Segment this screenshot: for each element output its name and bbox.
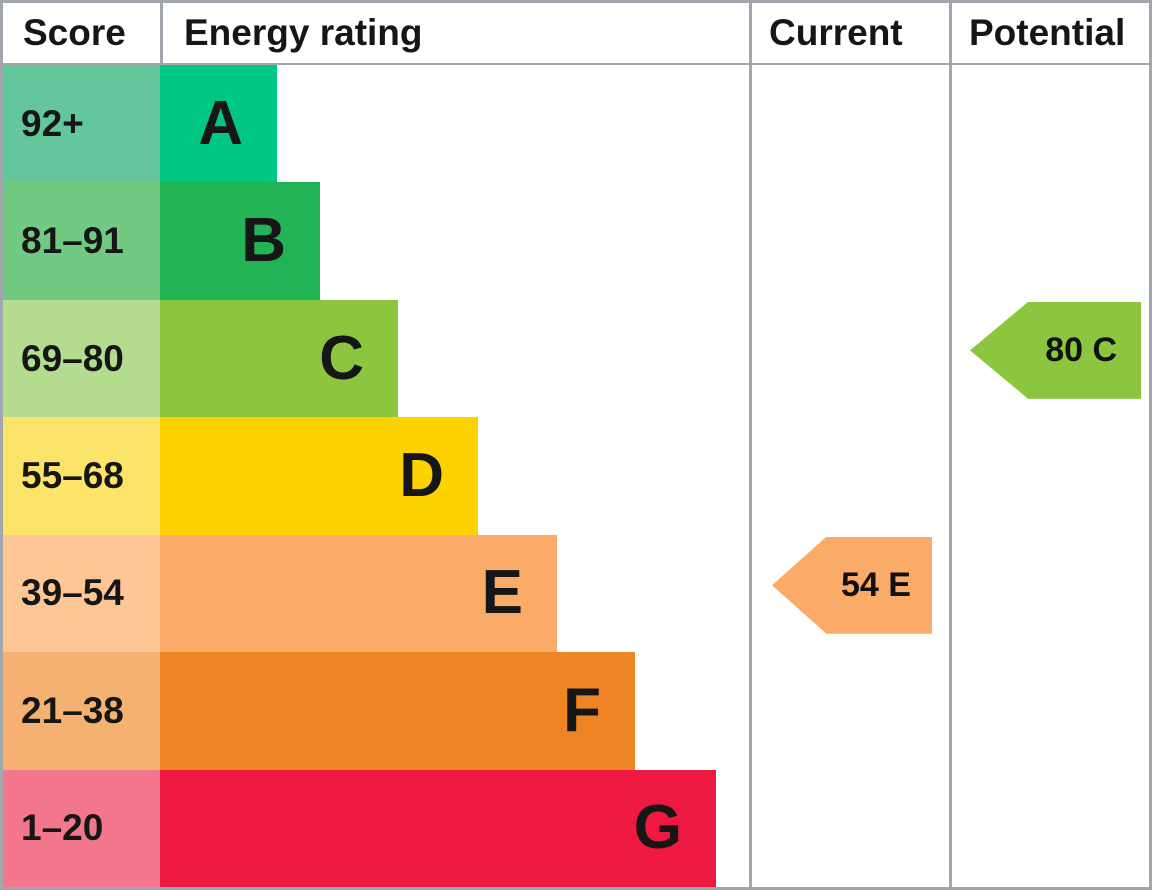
band-b-bar: B [160, 182, 320, 300]
band-row-e: 39–54 E [3, 534, 1149, 653]
band-row-b: 81–91 B [3, 182, 1149, 300]
band-d-score-label: 55–68 [21, 454, 124, 496]
band-d-bar: D [160, 417, 478, 535]
band-a-score-cell: 92+ [3, 65, 160, 183]
band-g-bar: G [160, 769, 716, 887]
band-b-score-label: 81–91 [21, 220, 124, 262]
band-row-d: 55–68 D [3, 417, 1149, 535]
current-column-header: Current [769, 12, 903, 53]
band-g-score-cell: 1–20 [3, 769, 160, 887]
header-rule [3, 63, 1149, 65]
band-d-letter: D [399, 440, 444, 510]
band-g-score-label: 1–20 [21, 807, 104, 849]
current-column-rule [749, 3, 752, 887]
potential-column-header: Potential [969, 12, 1126, 53]
band-e-bar: E [160, 534, 557, 653]
band-g-letter: G [633, 793, 682, 863]
score-column-header: Score [23, 12, 126, 53]
band-b-score-cell: 81–91 [3, 182, 160, 300]
band-e-score-label: 39–54 [21, 572, 124, 614]
band-f-score-cell: 21–38 [3, 652, 160, 770]
band-f-letter: F [563, 675, 601, 745]
band-row-g: 1–20 G [3, 769, 1149, 887]
band-c-score-label: 69–80 [21, 337, 124, 379]
band-c-letter: C [319, 323, 364, 393]
band-row-c: 69–80 C [3, 299, 1149, 418]
energy-rating-column-header: Energy rating [184, 12, 423, 53]
band-f-bar: F [160, 652, 635, 770]
band-a-letter: A [198, 88, 243, 158]
band-a-score-label: 92+ [21, 102, 84, 144]
band-a-bar: A [160, 65, 277, 183]
chart-header: Score Energy rating Current Potential [3, 3, 1149, 65]
band-c-bar: C [160, 299, 398, 418]
band-f-score-label: 21–38 [21, 689, 124, 731]
potential-column-rule [949, 3, 952, 887]
band-rows: 92+ A 81–91 B 69–80 C 55–68 D 39–54 E 21… [3, 65, 1149, 887]
potential-rating-label: 80 C [1045, 330, 1118, 369]
band-d-score-cell: 55–68 [3, 417, 160, 535]
current-rating-label: 54 E [841, 565, 911, 604]
band-row-a: 92+ A [3, 65, 1149, 183]
score-energy-divider [160, 3, 163, 63]
band-c-score-cell: 69–80 [3, 299, 160, 418]
band-b-letter: B [241, 206, 286, 276]
band-row-f: 21–38 F [3, 652, 1149, 770]
band-e-letter: E [481, 558, 523, 628]
band-e-score-cell: 39–54 [3, 534, 160, 653]
